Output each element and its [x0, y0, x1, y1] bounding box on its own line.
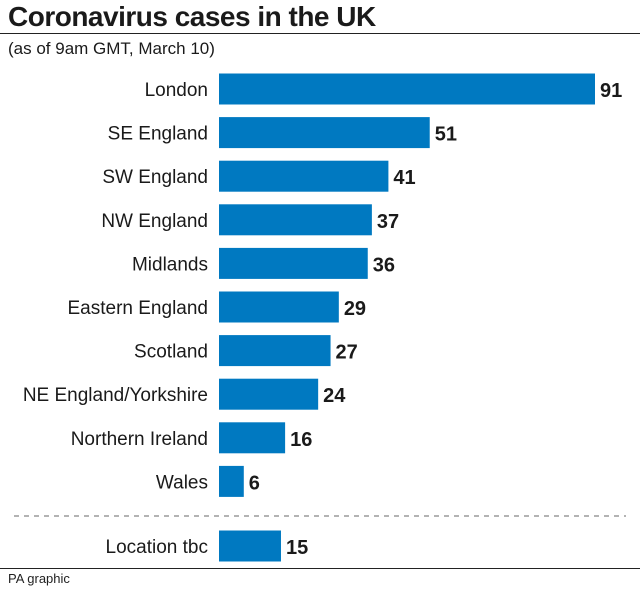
chart-title: Coronavirus cases in the UK [8, 1, 376, 32]
chart-subtitle: (as of 9am GMT, March 10) [8, 39, 215, 58]
value-label: 15 [286, 537, 308, 559]
bar [219, 117, 430, 149]
bar [219, 378, 319, 410]
bar [219, 291, 339, 323]
value-label: 37 [377, 211, 399, 233]
value-label: 36 [373, 254, 395, 276]
category-label: Scotland [134, 342, 208, 363]
value-label: 27 [336, 342, 358, 364]
category-label: SE England [108, 124, 208, 145]
category-label: Location tbc [106, 537, 208, 558]
category-label: Northern Ireland [71, 429, 208, 450]
category-label: Midlands [132, 254, 208, 275]
bar [219, 160, 389, 192]
bar [219, 73, 595, 105]
value-label: 16 [290, 429, 312, 451]
category-label: Eastern England [68, 298, 209, 319]
bar [219, 422, 286, 454]
category-label: NW England [101, 211, 208, 232]
value-label: 24 [323, 385, 346, 407]
category-label: NE England/Yorkshire [23, 385, 208, 406]
category-label: Wales [156, 472, 208, 493]
value-label: 41 [393, 167, 415, 189]
value-label: 29 [344, 298, 366, 320]
bar [219, 465, 244, 497]
category-label: London [145, 80, 208, 101]
footer-divider [0, 568, 640, 569]
bar [219, 204, 372, 236]
value-label: 6 [249, 472, 260, 494]
category-label: SW England [102, 167, 208, 188]
value-label: 51 [435, 124, 457, 146]
bar [219, 247, 368, 279]
title-divider [0, 33, 640, 34]
source-credit: PA graphic [8, 571, 70, 586]
bar [219, 335, 331, 367]
bar [219, 530, 281, 562]
value-label: 91 [600, 80, 622, 102]
